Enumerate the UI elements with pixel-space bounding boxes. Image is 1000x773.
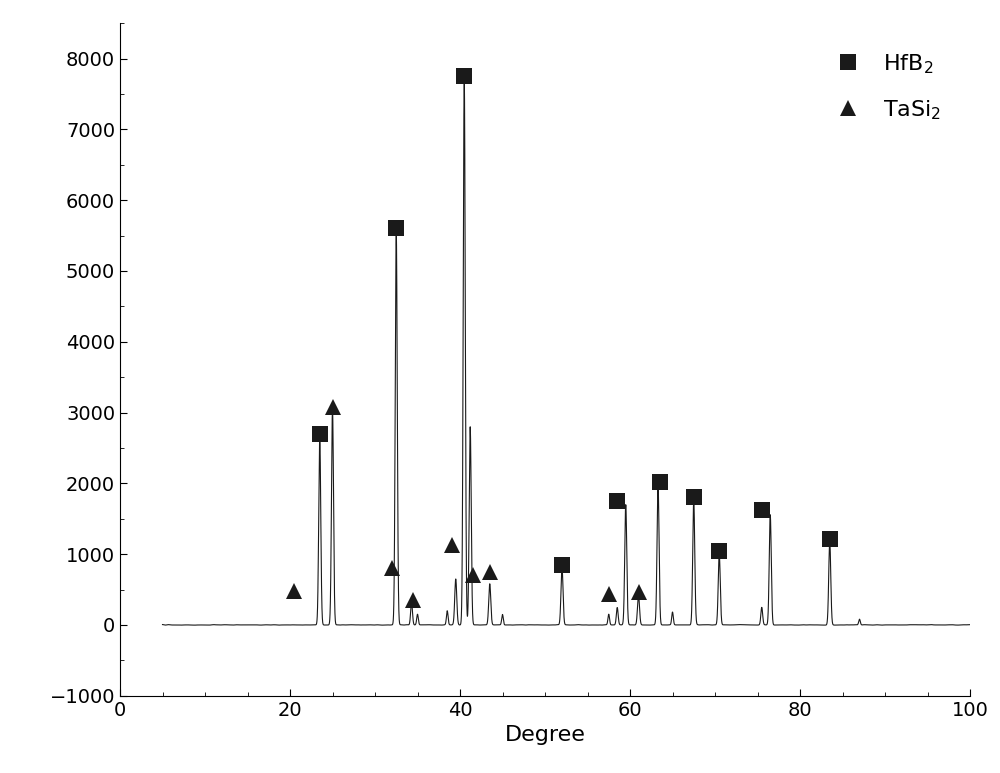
X-axis label: Degree: Degree bbox=[505, 725, 585, 745]
Legend: HfB$_2$, TaSi$_2$: HfB$_2$, TaSi$_2$ bbox=[808, 34, 959, 139]
